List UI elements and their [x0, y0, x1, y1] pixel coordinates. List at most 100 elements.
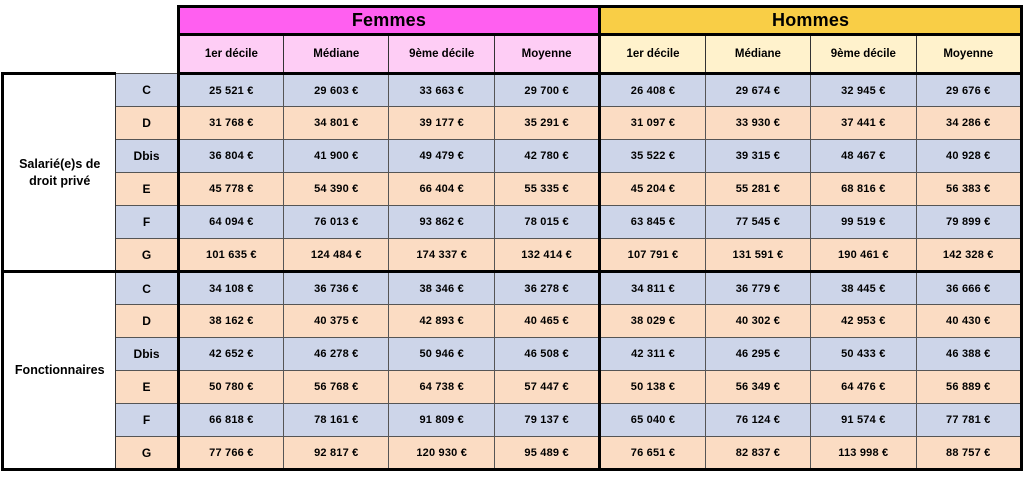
row-category: Dbis — [115, 139, 180, 173]
value-cell: 34 108 € — [176, 270, 285, 305]
value-cell: 55 335 € — [493, 172, 601, 206]
value-cell: 66 818 € — [176, 403, 285, 437]
gender-banner-row: Femmes Hommes — [2, 5, 1023, 74]
value-cell: 55 281 € — [704, 172, 812, 206]
table-row: F 66 818 € 78 161 € 91 809 € 79 137 € 65… — [3, 403, 1024, 437]
value-cell: 41 900 € — [283, 139, 390, 173]
value-cell: 29 603 € — [283, 73, 390, 107]
value-cell: 40 430 € — [915, 304, 1024, 338]
femmes-col-9eme-decile: 9ème décile — [388, 33, 495, 75]
value-cell: 31 097 € — [598, 106, 706, 140]
value-cell: 31 768 € — [176, 106, 285, 140]
value-cell: 42 953 € — [810, 304, 917, 338]
femmes-col-mediane: Médiane — [283, 33, 390, 75]
value-cell: 54 390 € — [283, 172, 390, 206]
value-cell: 37 441 € — [810, 106, 917, 140]
value-cell: 50 138 € — [598, 370, 706, 404]
value-cell: 76 013 € — [283, 205, 390, 239]
value-cell: 68 816 € — [810, 172, 917, 206]
value-cell: 77 781 € — [915, 403, 1024, 437]
value-cell: 82 837 € — [704, 436, 812, 471]
value-cell: 34 286 € — [915, 106, 1024, 140]
value-cell: 36 736 € — [283, 270, 390, 305]
value-cell: 56 768 € — [283, 370, 390, 404]
table-row: G 101 635 € 124 484 € 174 337 € 132 414 … — [3, 238, 1024, 273]
table-row: Fonctionnaires C 34 108 € 36 736 € 38 34… — [0, 270, 1024, 471]
value-cell: 77 766 € — [176, 436, 285, 471]
value-cell: 56 349 € — [704, 370, 812, 404]
value-cell: 38 162 € — [176, 304, 285, 338]
value-cell: 88 757 € — [915, 436, 1024, 471]
row-category: D — [115, 106, 180, 140]
hommes-col-mediane: Médiane — [704, 33, 812, 75]
value-cell: 34 801 € — [283, 106, 390, 140]
value-cell: 64 738 € — [388, 370, 495, 404]
row-category: D — [115, 304, 180, 338]
table-row: F 64 094 € 76 013 € 93 862 € 78 015 € 63… — [3, 205, 1024, 239]
value-cell: 124 484 € — [283, 238, 390, 273]
value-cell: 120 930 € — [388, 436, 495, 471]
table-row: Salarié(e)s de droit privé C 25 521 € 29… — [0, 72, 1024, 273]
value-cell: 29 676 € — [915, 73, 1024, 107]
value-cell: 107 791 € — [598, 238, 706, 273]
value-cell: 142 328 € — [915, 238, 1024, 273]
value-cell: 56 383 € — [915, 172, 1024, 206]
value-cell: 46 278 € — [283, 337, 390, 371]
value-cell: 46 295 € — [704, 337, 812, 371]
value-cell: 101 635 € — [176, 238, 285, 273]
value-cell: 56 889 € — [915, 370, 1024, 404]
row-category: G — [115, 436, 180, 471]
value-cell: 39 177 € — [388, 106, 495, 140]
row-category: C — [115, 270, 180, 305]
table-row: E 50 780 € 56 768 € 64 738 € 57 447 € 50… — [3, 370, 1024, 404]
table-row: D 31 768 € 34 801 € 39 177 € 35 291 € 31… — [3, 106, 1024, 140]
value-cell: 190 461 € — [810, 238, 917, 273]
group-label-salaries-prive: Salarié(e)s de droit privé — [0, 72, 117, 273]
value-cell: 64 094 € — [176, 205, 285, 239]
hommes-col-1er-decile: 1er décile — [598, 33, 706, 75]
value-cell: 29 674 € — [704, 73, 812, 107]
value-cell: 39 315 € — [704, 139, 812, 173]
table-row: D 38 162 € 40 375 € 42 893 € 40 465 € 38… — [3, 304, 1024, 338]
table-row: E 45 778 € 54 390 € 66 404 € 55 335 € 45… — [3, 172, 1024, 206]
row-category: G — [115, 238, 180, 273]
value-cell: 78 161 € — [283, 403, 390, 437]
value-cell: 35 522 € — [598, 139, 706, 173]
value-cell: 66 404 € — [388, 172, 495, 206]
value-cell: 36 666 € — [915, 270, 1024, 305]
value-cell: 113 998 € — [810, 436, 917, 471]
value-cell: 36 779 € — [704, 270, 812, 305]
value-cell: 64 476 € — [810, 370, 917, 404]
row-category: C — [115, 73, 180, 107]
value-cell: 38 029 € — [598, 304, 706, 338]
row-category: E — [115, 172, 180, 206]
empty-corner — [2, 6, 179, 74]
value-cell: 42 311 € — [598, 337, 706, 371]
measure-header-row: 1er décile Médiane 9ème décile Moyenne 1… — [3, 33, 1024, 75]
value-cell: 33 663 € — [388, 73, 495, 107]
value-cell: 46 508 € — [493, 337, 601, 371]
value-cell: 42 780 € — [493, 139, 601, 173]
value-cell: 46 388 € — [915, 337, 1024, 371]
value-cell: 34 811 € — [598, 270, 706, 305]
value-cell: 63 845 € — [598, 205, 706, 239]
value-cell: 25 521 € — [176, 73, 285, 107]
row-category: E — [115, 370, 180, 404]
value-cell: 40 302 € — [704, 304, 812, 338]
value-cell: 95 489 € — [493, 436, 601, 471]
value-cell: 36 278 € — [493, 270, 601, 305]
value-cell: 79 137 € — [493, 403, 601, 437]
value-cell: 174 337 € — [388, 238, 495, 273]
salary-table: Femmes Hommes 1er décile Médiane 9ème dé… — [0, 5, 1024, 471]
row-category: Dbis — [115, 337, 180, 371]
value-cell: 40 375 € — [283, 304, 390, 338]
hommes-col-9eme-decile: 9ème décile — [810, 33, 917, 75]
value-cell: 131 591 € — [704, 238, 812, 273]
value-cell: 33 930 € — [704, 106, 812, 140]
row-category: F — [115, 403, 180, 437]
value-cell: 26 408 € — [598, 73, 706, 107]
group-label-fonctionnaires: Fonctionnaires — [0, 270, 117, 471]
value-cell: 42 893 € — [388, 304, 495, 338]
value-cell: 77 545 € — [704, 205, 812, 239]
value-cell: 45 778 € — [176, 172, 285, 206]
